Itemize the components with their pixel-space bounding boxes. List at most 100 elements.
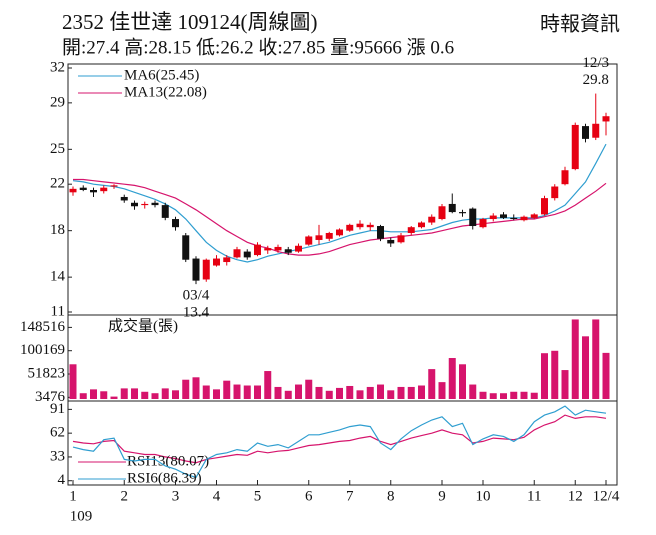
- candle-body: [571, 124, 579, 170]
- candle-body: [151, 202, 159, 206]
- volume-bar: [602, 352, 610, 399]
- legend-label: MA13(22.08): [124, 84, 207, 100]
- volume-bar: [561, 370, 569, 399]
- candle-body: [295, 245, 302, 252]
- candle-body: [418, 222, 425, 228]
- rsi-line: [72, 405, 607, 479]
- volume-bar: [141, 391, 149, 399]
- x-tick-label: 7: [346, 488, 354, 504]
- candle-body: [500, 214, 507, 218]
- chart-title: 2352 佳世達 109124(周線圖): [62, 10, 318, 34]
- volume-bar: [192, 377, 200, 399]
- candle-body: [202, 259, 210, 280]
- candle-body: [602, 116, 610, 122]
- candle-body: [172, 219, 179, 228]
- candle-body: [223, 257, 231, 263]
- volume-bar: [510, 391, 518, 399]
- y-tick-label: 148516: [20, 319, 66, 335]
- candle-body: [407, 227, 415, 233]
- candle-body: [213, 258, 220, 266]
- volume-bar: [243, 385, 251, 399]
- candle-body: [110, 185, 118, 187]
- volume-bar: [325, 390, 333, 399]
- volume-bar: [100, 391, 108, 399]
- volume-bar: [346, 385, 354, 399]
- candle-body: [489, 215, 497, 220]
- x-tick-label: 9: [438, 488, 446, 504]
- x-tick-label: 12: [568, 488, 583, 504]
- candle-body: [315, 235, 323, 240]
- candle-body: [161, 205, 169, 218]
- annotation-date: 03/4: [183, 288, 210, 304]
- volume-bar: [90, 389, 97, 399]
- x-tick-label: 12/4: [593, 488, 620, 504]
- x-tick-label: 4: [213, 488, 221, 504]
- volume-bar: [428, 369, 436, 399]
- x-tick-label: 3: [172, 488, 180, 504]
- y-tick-label: 11: [51, 303, 65, 319]
- y-tick-label: 29: [50, 94, 65, 110]
- candle-body: [254, 244, 261, 256]
- volume-bar: [479, 391, 487, 399]
- candle-body: [131, 202, 138, 207]
- volume-bar: [387, 390, 395, 399]
- volume-bar: [120, 388, 128, 399]
- volume-bar: [295, 384, 302, 399]
- legend-label: 成交量(張): [108, 316, 178, 334]
- x-tick-label: 11: [527, 488, 541, 504]
- candle-body: [264, 248, 272, 251]
- candle-body: [336, 229, 343, 236]
- volume-bar: [172, 390, 179, 399]
- candle-body: [274, 246, 282, 251]
- volume-bar: [407, 386, 415, 399]
- volume-bar: [541, 353, 548, 399]
- x-sublabel: 109: [70, 508, 93, 524]
- candle-body: [192, 258, 200, 281]
- volume-bar: [131, 388, 138, 399]
- candle-body: [79, 187, 87, 190]
- volume-bar: [571, 319, 579, 399]
- volume-bar: [551, 350, 559, 399]
- legend-label: MA6(25.45): [124, 67, 199, 83]
- volume-bar: [151, 393, 159, 399]
- candle-body: [520, 216, 528, 221]
- candle-body: [387, 239, 395, 244]
- y-tick-label: 25: [50, 141, 65, 157]
- volume-bar: [336, 387, 343, 399]
- candle-body: [141, 203, 149, 206]
- annotation-value: 29.8: [583, 72, 609, 88]
- candle-body: [90, 190, 97, 193]
- volume-bar: [202, 385, 210, 399]
- y-tick-label: 18: [50, 222, 65, 238]
- candle-body: [284, 249, 292, 253]
- candle-body: [592, 123, 600, 138]
- volume-bar: [377, 384, 384, 399]
- volume-bar: [213, 389, 220, 399]
- candle-body: [541, 198, 548, 215]
- candle-body: [459, 212, 466, 214]
- candle-body: [233, 249, 241, 258]
- volume-bar: [254, 385, 261, 399]
- candle-body: [325, 232, 333, 239]
- candle-body: [438, 206, 446, 220]
- y-tick-label: 100169: [20, 342, 65, 358]
- volume-bar: [582, 336, 589, 399]
- candle-body: [530, 214, 538, 218]
- candle-body: [182, 235, 190, 260]
- quote: 開:27.4 高:28.15 低:26.2 收:27.85 量:95666 漲 …: [62, 36, 454, 58]
- candle-body: [366, 224, 374, 228]
- x-tick-label: 2: [121, 488, 129, 504]
- volume-bar: [161, 388, 169, 399]
- candle-body: [469, 208, 477, 227]
- candle-body: [243, 251, 251, 258]
- candle-body: [69, 188, 77, 193]
- volume-bar: [438, 382, 446, 399]
- volume-bar: [223, 380, 231, 399]
- candle-body: [561, 170, 569, 185]
- legend-label: RSI13(80.07): [127, 453, 209, 469]
- y-tick-label: 62: [50, 425, 65, 441]
- volume-bar: [182, 379, 190, 399]
- candle-body: [120, 196, 128, 201]
- y-tick-label: 91: [50, 401, 65, 417]
